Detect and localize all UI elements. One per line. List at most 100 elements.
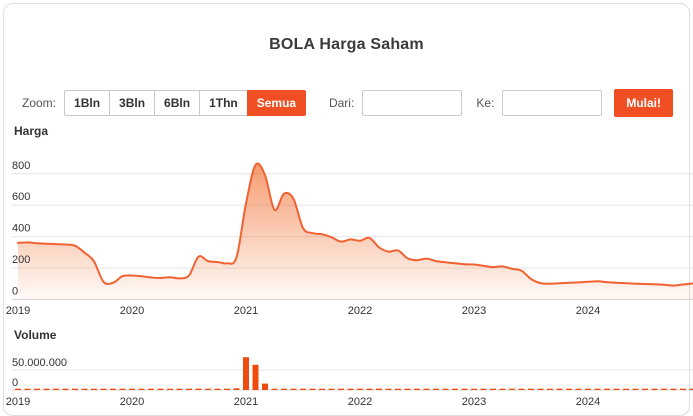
volume-bar [72, 389, 78, 390]
volume-bar [652, 389, 658, 390]
zoom-button-1bln[interactable]: 1Bln [64, 90, 110, 116]
y-axis-label: 800 [12, 160, 30, 172]
x-axis-label: 2022 [348, 305, 372, 317]
volume-bar [319, 389, 325, 390]
volume-bar [158, 389, 164, 390]
volume-bar [348, 389, 354, 390]
zoom-label: Zoom: [22, 96, 56, 110]
y-axis-label: 0 [12, 377, 18, 389]
volume-bar [490, 389, 496, 390]
volume-bar [110, 389, 116, 390]
volume-bar [424, 389, 430, 390]
volume-bar [44, 389, 50, 390]
volume-bar [272, 389, 278, 390]
volume-bar [481, 389, 487, 390]
chart-card: BOLA Harga Saham Zoom: 1Bln 3Bln 6Bln 1T… [3, 3, 690, 416]
volume-bar [547, 389, 553, 390]
volume-bar [262, 384, 268, 390]
x-axis-label: 2020 [120, 305, 144, 317]
y-axis-label: 200 [12, 254, 30, 266]
volume-bar [642, 389, 648, 390]
dari-input[interactable] [362, 90, 462, 116]
volume-bar [519, 389, 525, 390]
volume-bar [338, 389, 344, 390]
x-axis-label: 2024 [576, 305, 600, 317]
volume-bar [329, 389, 335, 390]
volume-bar [281, 389, 287, 390]
volume-bar [395, 389, 401, 390]
volume-bar [500, 389, 506, 390]
price-axis-title: Harga [14, 124, 48, 138]
volume-bar [452, 389, 458, 390]
volume-bar [585, 389, 591, 390]
volume-bar [414, 389, 420, 390]
toolbar: Zoom: 1Bln 3Bln 6Bln 1Thn Semua Dari: Ke… [22, 89, 673, 117]
volume-bar [433, 389, 439, 390]
volume-bar [243, 357, 249, 390]
volume-bar [291, 389, 297, 390]
zoom-button-1thn[interactable]: 1Thn [199, 90, 248, 116]
zoom-button-semua[interactable]: Semua [247, 90, 306, 116]
x-axis-label: 2024 [576, 396, 600, 408]
zoom-button-group: 1Bln 3Bln 6Bln 1Thn Semua [64, 90, 306, 116]
dari-label: Dari: [329, 96, 354, 110]
zoom-controls: Zoom: 1Bln 3Bln 6Bln 1Thn Semua [22, 90, 306, 116]
volume-bar [566, 389, 572, 390]
volume-bar [661, 389, 667, 390]
volume-bar [690, 389, 693, 390]
volume-bar [253, 365, 259, 390]
volume-bar [101, 389, 107, 390]
x-axis-label: 2023 [462, 305, 486, 317]
x-axis-label: 2022 [348, 396, 372, 408]
volume-bar [205, 389, 211, 390]
page-title: BOLA Harga Saham [4, 36, 689, 54]
volume-bar [595, 389, 601, 390]
y-axis-label: 600 [12, 191, 30, 203]
x-axis-label: 2019 [6, 396, 30, 408]
volume-bar [177, 389, 183, 390]
volume-bar [34, 389, 40, 390]
volume-bar [91, 389, 97, 390]
x-axis-label: 2023 [462, 396, 486, 408]
x-axis-label: 2020 [120, 396, 144, 408]
volume-bar [633, 389, 639, 390]
volume-bar [129, 389, 135, 390]
date-range-controls: Dari: Ke: Mulai! [329, 89, 673, 117]
volume-bar [376, 389, 382, 390]
ke-label: Ke: [476, 96, 494, 110]
volume-bar [63, 389, 69, 390]
volume-bar [139, 389, 145, 390]
volume-bar [53, 389, 59, 390]
mulai-button[interactable]: Mulai! [614, 89, 673, 117]
zoom-button-6bln[interactable]: 6Bln [154, 90, 200, 116]
volume-bar [623, 389, 629, 390]
volume-bar [25, 389, 31, 390]
x-axis-label: 2019 [6, 305, 30, 317]
volume-bar [462, 389, 468, 390]
volume-bar [528, 389, 534, 390]
volume-bar [300, 389, 306, 390]
volume-bar [310, 389, 316, 390]
volume-bar [186, 389, 192, 390]
volume-bar [148, 389, 154, 390]
ke-input[interactable] [502, 90, 602, 116]
volume-axis-title: Volume [14, 328, 56, 342]
volume-bar [367, 389, 373, 390]
volume-bar [215, 389, 221, 390]
volume-bar [120, 389, 126, 390]
volume-bar [680, 389, 686, 390]
zoom-button-3bln[interactable]: 3Bln [109, 90, 155, 116]
volume-bar [357, 389, 363, 390]
volume-bar [234, 388, 240, 390]
volume-bar [443, 389, 449, 390]
volume-bar [82, 389, 88, 390]
volume-bar [471, 389, 477, 390]
volume-bar [576, 389, 582, 390]
volume-bar [604, 389, 610, 390]
y-axis-label: 400 [12, 223, 30, 235]
y-axis-label: 50.000.000 [12, 357, 67, 369]
volume-bar [196, 389, 202, 390]
x-axis-label: 2021 [234, 305, 258, 317]
